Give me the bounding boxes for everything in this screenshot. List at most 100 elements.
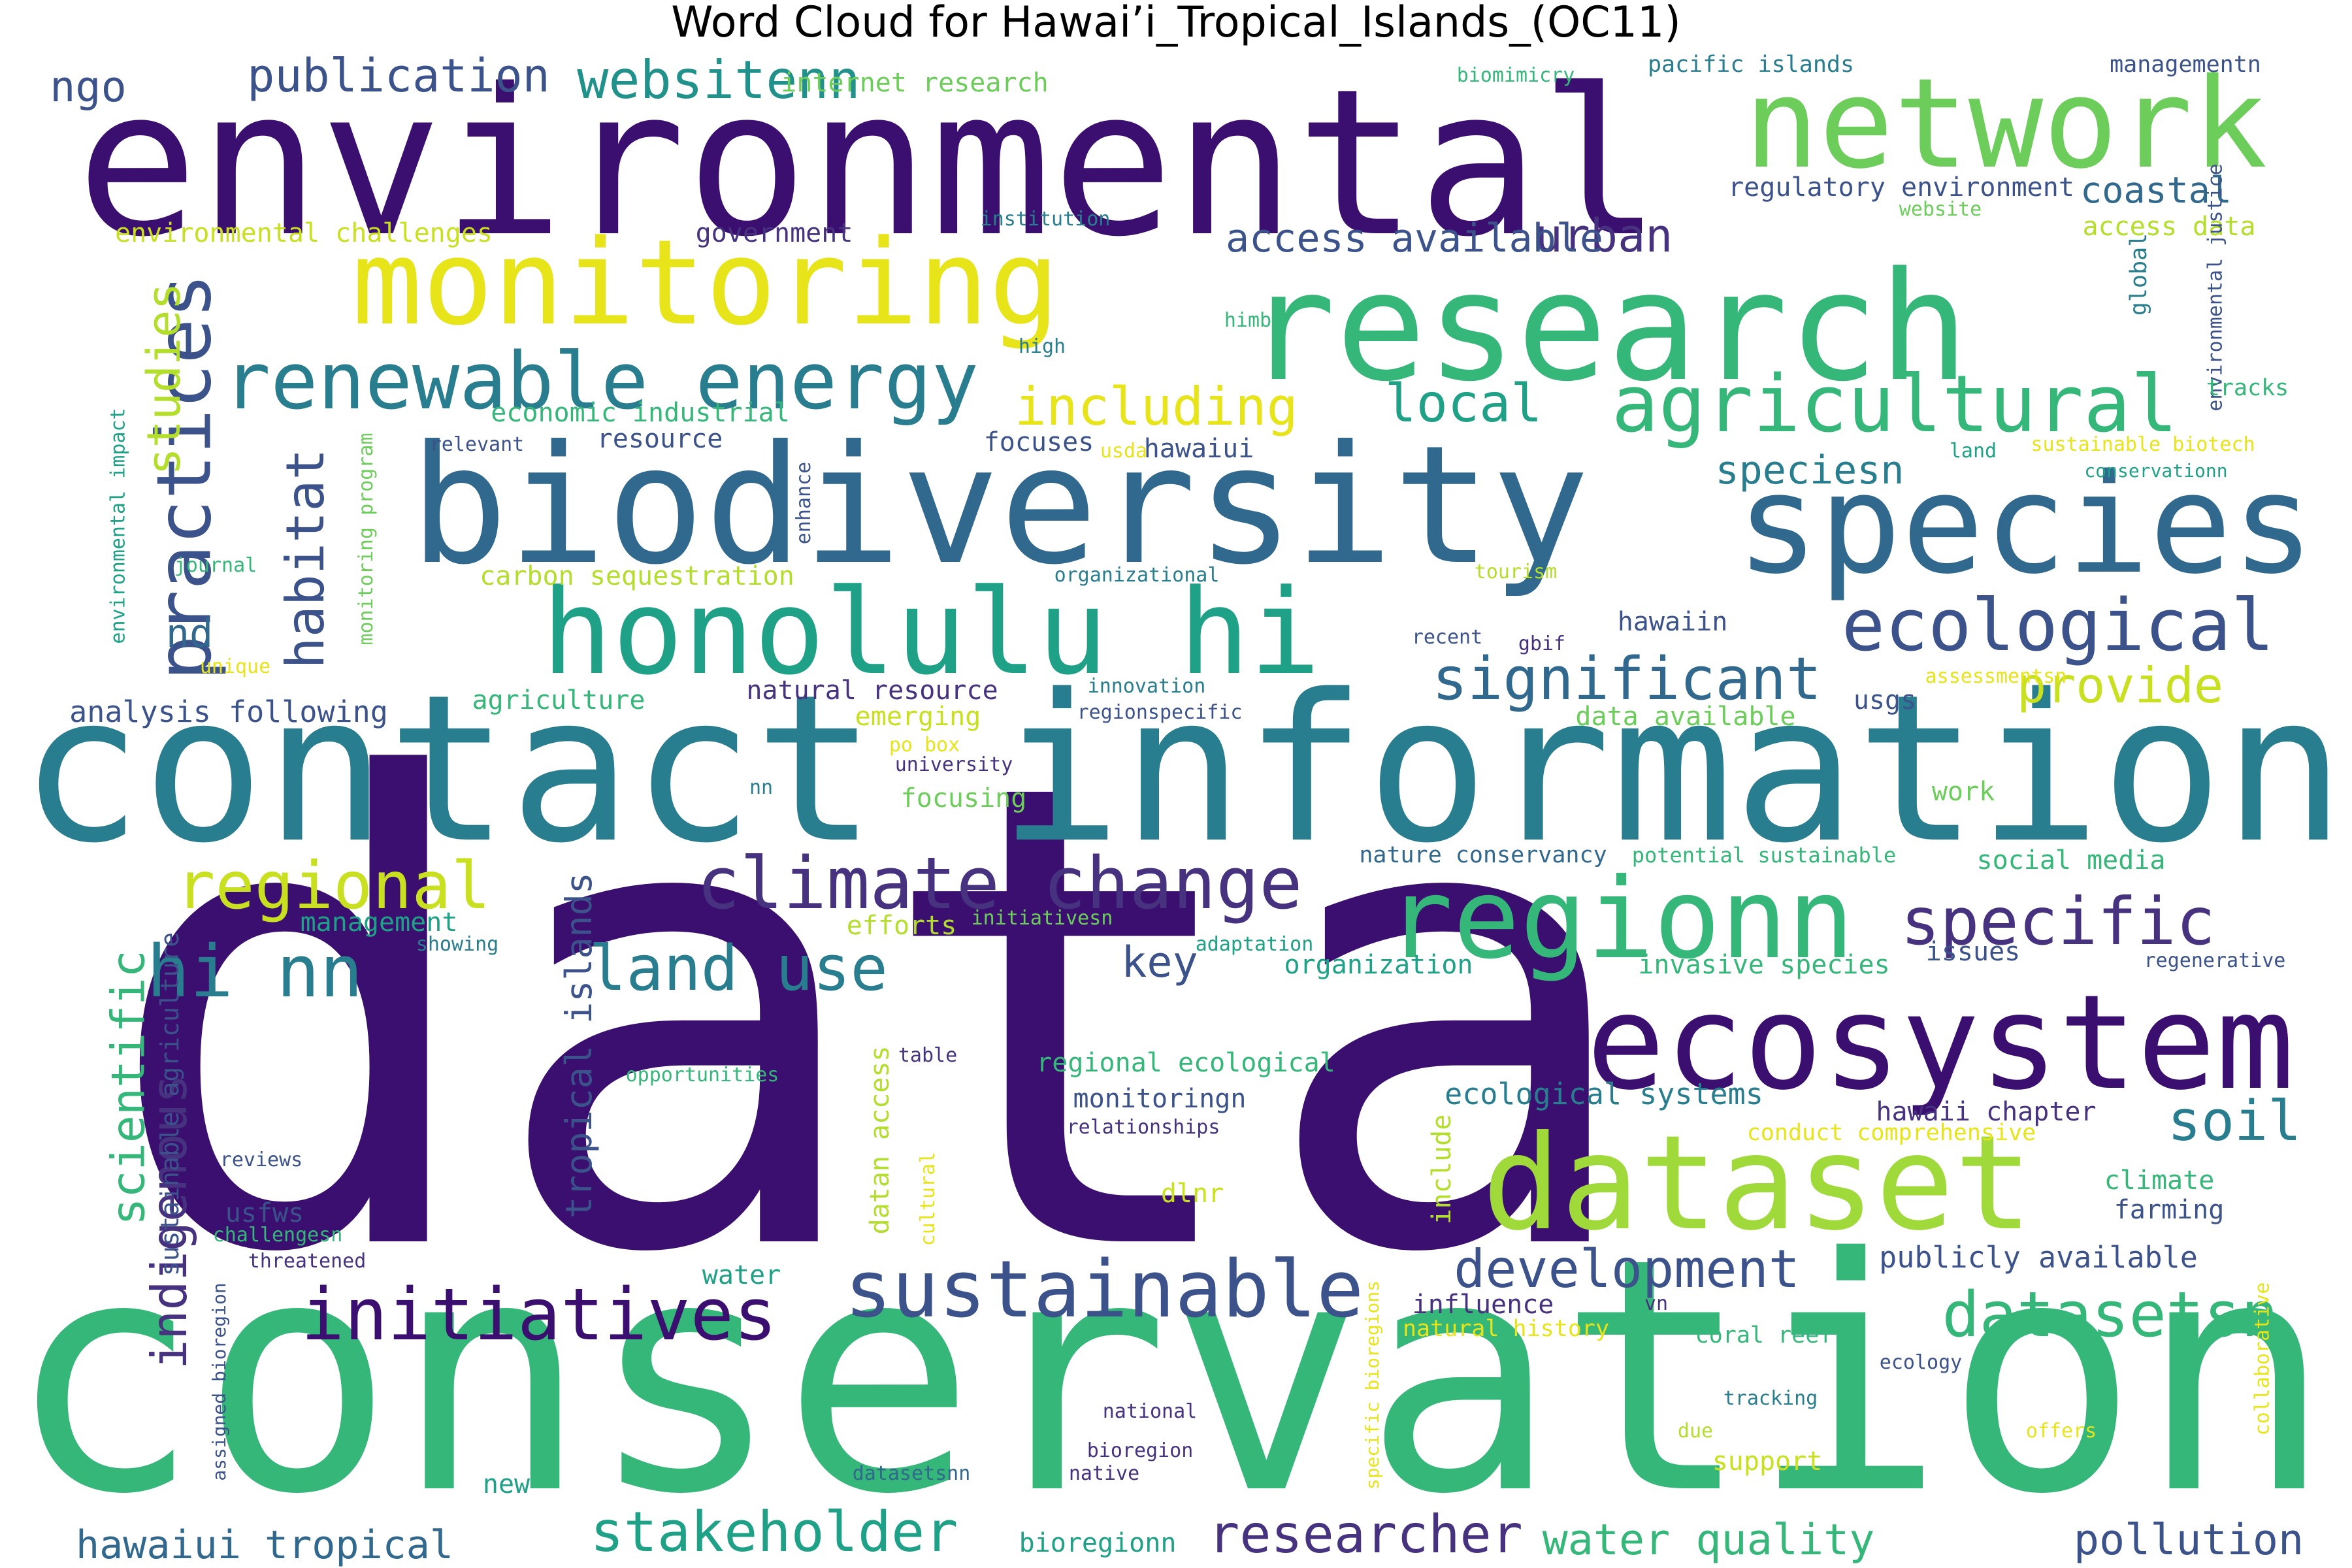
word-cultural: cultural [917, 1152, 939, 1247]
word-nd: nd [166, 611, 213, 657]
word-due: due [1678, 1420, 1713, 1443]
word-coastal: coastal [2080, 169, 2232, 211]
word-tropical-islands: tropical islands [558, 872, 600, 1218]
word-conduct-comprehensive: conduct comprehensive [1747, 1120, 2036, 1146]
word-threatened: threatened [248, 1250, 367, 1273]
word-support: support [1712, 1446, 1823, 1477]
word-journal: journal [174, 554, 257, 577]
word-environmental: environmental [76, 46, 1661, 282]
word-invasive-species: invasive species [1638, 950, 1889, 980]
word-efforts: efforts [847, 911, 957, 941]
word-showing: showing [416, 933, 498, 956]
word-high: high [1019, 335, 1066, 358]
word-usfws: usfws [225, 1198, 304, 1228]
word-indigenous: indigenous [140, 1074, 198, 1369]
word-initiatives: initiatives [301, 1273, 777, 1356]
word-development: development [1454, 1239, 1800, 1299]
word-environmental-justice: environmental justice [2204, 163, 2227, 411]
word-table: table [898, 1044, 957, 1067]
word-biomimicry: biomimicry [1457, 64, 1575, 87]
word-tracking: tracking [1723, 1387, 1818, 1410]
chart-title: Word Cloud for Hawai’i_Tropical_Islands_… [671, 0, 1681, 47]
word-environmental-impact: environmental impact [107, 408, 130, 644]
word-potential-sustainable: potential sustainable [1632, 843, 1897, 868]
word-economic-industrial: economic industrial [491, 398, 790, 428]
word-dataset: dataset [1482, 1107, 2033, 1260]
word-national: national [1103, 1400, 1198, 1423]
word-significant: significant [1432, 645, 1821, 713]
word-monitoring: monitoring [351, 215, 1060, 351]
word-conservation: conservation [7, 1190, 2332, 1565]
word-regional-ecological: regional ecological [1036, 1048, 1335, 1078]
word-monitoringn: monitoringn [1073, 1084, 1247, 1114]
word-hawaii-chapter: hawaii chapter [1876, 1097, 2096, 1127]
word-stakeholder: stakeholder [591, 1500, 958, 1565]
word-government: government [696, 218, 853, 248]
word-water-quality: water quality [1543, 1516, 1875, 1565]
word-pollution: pollution [2074, 1516, 2304, 1565]
word-nn: nn [749, 776, 773, 799]
word-organization: organization [1284, 950, 1473, 980]
word-practices: practices [141, 273, 229, 680]
word-carbon-sequestration: carbon sequestration [480, 561, 794, 591]
word-pacific-islands: pacific islands [1648, 52, 1854, 78]
word-ecology: ecology [1880, 1351, 1962, 1374]
word-speciesn: speciesn [1716, 448, 1904, 493]
word-websitenn: websitenn [577, 50, 860, 110]
word-provide: provide [2017, 657, 2223, 714]
word-collaborative: collaborative [2251, 1282, 2274, 1436]
word-focusing: focusing [901, 783, 1027, 813]
word-coral-reef: coral reef [1695, 1322, 1833, 1348]
word-habitat: habitat [275, 448, 336, 668]
word-researcher: researcher [1208, 1504, 1523, 1565]
word-network: network [1744, 52, 2268, 196]
word-usgs: usgs [1854, 685, 1916, 715]
word-sustainable: sustainable [845, 1245, 1364, 1335]
word-himb: himb [1224, 309, 1271, 332]
word-po-box: po box [889, 734, 960, 757]
word-management: management [301, 907, 458, 938]
word-hawaiin: hawaiin [1618, 607, 1728, 637]
word-hawaiui-tropical: hawaiui tropical [76, 1522, 453, 1568]
word-ecosystem: ecosystem [1586, 967, 2295, 1119]
word-access-available: access available [1226, 216, 1603, 261]
word-research: research [1245, 240, 1969, 415]
word-institution: institution [981, 208, 1111, 231]
word-opportunities: opportunities [626, 1064, 779, 1086]
word-tourism: tourism [1475, 561, 1557, 583]
word-local: local [1385, 373, 1543, 434]
word-unique: unique [200, 655, 270, 678]
word-challengesn: challengesn [213, 1224, 343, 1247]
word-tracks: tracks [2206, 375, 2289, 401]
word-analysis-following: analysis following [69, 694, 388, 729]
word-publication: publication [247, 49, 550, 103]
word-ecological-systems: ecological systems [1445, 1077, 1763, 1111]
word-global: global [2126, 233, 2152, 316]
word-new: new [483, 1469, 531, 1499]
word-environmental-challenges: environmental challenges [115, 218, 493, 248]
word-relationships: relationships [1067, 1116, 1220, 1139]
word-data-available: data available [1575, 702, 1795, 732]
word-ecological: ecological [1842, 583, 2274, 667]
word-regulatory-environment: regulatory environment [1728, 172, 2074, 203]
word-datan-access: datan access [865, 1046, 895, 1235]
word-innovation: innovation [1088, 675, 1206, 698]
word-issues: issues [1926, 937, 2021, 967]
word-key: key [1121, 938, 1198, 987]
word-bioregionn: bioregionn [1019, 1528, 1177, 1558]
word-natural-history: natural history [1403, 1316, 1609, 1342]
word-studies: studies [137, 282, 191, 475]
word-hi-nn: hi nn [146, 930, 363, 1013]
word-internet-research: internet research [781, 68, 1048, 98]
word-datasetsnn: datasetsnn [853, 1462, 971, 1485]
word-work: work [1932, 777, 1995, 807]
word-water: water [702, 1260, 781, 1290]
word-agricultural: agricultural [1612, 359, 2178, 450]
word-university: university [895, 753, 1013, 776]
word-ngo: ngo [50, 63, 126, 112]
word-influence: influence [1413, 1290, 1554, 1320]
word-enhance: enhance [792, 462, 815, 544]
word-usda: usda [1100, 440, 1147, 463]
word-organizational: organizational [1054, 564, 1220, 587]
